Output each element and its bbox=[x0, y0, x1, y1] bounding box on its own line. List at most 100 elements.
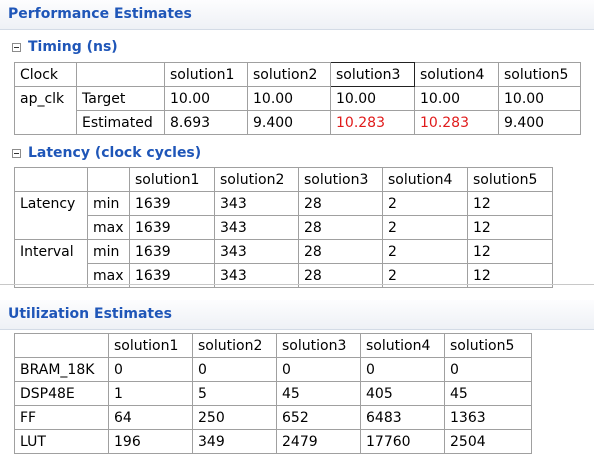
table-cell: 1 bbox=[108, 381, 193, 406]
table-cell: 196 bbox=[108, 429, 193, 454]
table-row: FF 64 250 652 6483 1363 bbox=[14, 405, 532, 430]
table-cell: 12 bbox=[467, 215, 553, 240]
utilization-header-row: solution1 solution2 solution3 solution4 … bbox=[14, 333, 532, 358]
table-cell: 1639 bbox=[129, 263, 215, 288]
table-row: BRAM_18K 0 0 0 0 0 bbox=[14, 357, 532, 382]
timing-table: Clock solution1 solution2 solution3 solu… bbox=[14, 62, 581, 135]
table-row: Interval min 1639 343 28 2 12 bbox=[14, 239, 553, 264]
collapse-toggle-icon[interactable] bbox=[12, 149, 21, 158]
header-cell bbox=[76, 62, 165, 87]
table-cell: 2479 bbox=[276, 429, 361, 454]
table-row: DSP48E 1 5 45 405 45 bbox=[14, 381, 532, 406]
table-cell: 2 bbox=[382, 191, 468, 216]
table-cell: 343 bbox=[214, 191, 299, 216]
table-cell: 17760 bbox=[360, 429, 445, 454]
timing-row-estimated: Estimated 8.693 9.400 10.283 10.283 9.40… bbox=[14, 110, 581, 135]
header-cell: solution5 bbox=[444, 333, 532, 358]
row-label: Estimated bbox=[76, 110, 165, 135]
table-cell: 10.00 bbox=[414, 86, 499, 111]
table-cell: 10.00 bbox=[164, 86, 248, 111]
timing-title: Timing (ns) bbox=[28, 39, 118, 55]
table-cell: 45 bbox=[276, 381, 361, 406]
row-label: max bbox=[87, 215, 130, 240]
header-cell-selected[interactable]: solution3 bbox=[330, 62, 415, 87]
table-cell: 12 bbox=[467, 263, 553, 288]
table-cell: 1639 bbox=[129, 191, 215, 216]
row-label: max bbox=[87, 263, 130, 288]
table-cell: 28 bbox=[298, 215, 383, 240]
row-label: LUT bbox=[14, 429, 109, 454]
timing-row-target: ap_clk Target 10.00 10.00 10.00 10.00 10… bbox=[14, 86, 581, 111]
clock-name: ap_clk bbox=[14, 86, 77, 111]
table-cell: 250 bbox=[192, 405, 277, 430]
header-cell: solution5 bbox=[467, 167, 553, 192]
table-cell: 1363 bbox=[444, 405, 532, 430]
table-cell-empty bbox=[14, 215, 88, 240]
row-label: min bbox=[87, 191, 130, 216]
table-cell: 343 bbox=[214, 215, 299, 240]
table-cell: 2 bbox=[382, 239, 468, 264]
header-cell bbox=[87, 167, 130, 192]
table-cell: 10.00 bbox=[498, 86, 581, 111]
table-cell: 1639 bbox=[129, 215, 215, 240]
group-label: Latency bbox=[14, 191, 88, 216]
table-cell: 10.00 bbox=[247, 86, 331, 111]
latency-table: solution1 solution2 solution3 solution4 … bbox=[14, 167, 553, 288]
row-label: BRAM_18K bbox=[14, 357, 109, 382]
table-cell: 652 bbox=[276, 405, 361, 430]
table-cell: 12 bbox=[467, 239, 553, 264]
row-label: min bbox=[87, 239, 130, 264]
header-cell: solution1 bbox=[108, 333, 193, 358]
header-cell: solution4 bbox=[360, 333, 445, 358]
table-cell: 2 bbox=[382, 215, 468, 240]
header-cell: solution3 bbox=[298, 167, 383, 192]
table-cell-empty bbox=[14, 263, 88, 288]
table-cell: 9.400 bbox=[498, 110, 581, 135]
table-cell: 349 bbox=[192, 429, 277, 454]
table-cell: 8.693 bbox=[164, 110, 248, 135]
table-cell: 64 bbox=[108, 405, 193, 430]
timing-header-row: Clock solution1 solution2 solution3 solu… bbox=[14, 62, 581, 87]
table-cell: 343 bbox=[214, 263, 299, 288]
header-cell: solution2 bbox=[214, 167, 299, 192]
table-cell: 10.00 bbox=[330, 86, 415, 111]
table-cell: 405 bbox=[360, 381, 445, 406]
performance-estimates-header: Performance Estimates bbox=[0, 0, 594, 30]
header-cell: solution3 bbox=[276, 333, 361, 358]
table-cell: 1639 bbox=[129, 239, 215, 264]
header-cell: solution2 bbox=[192, 333, 277, 358]
table-cell: 28 bbox=[298, 239, 383, 264]
collapse-toggle-icon[interactable] bbox=[12, 43, 21, 52]
table-cell: 2 bbox=[382, 263, 468, 288]
table-cell: 0 bbox=[192, 357, 277, 382]
performance-estimates-title: Performance Estimates bbox=[8, 6, 192, 22]
row-label: Target bbox=[76, 86, 165, 111]
table-row: max 1639 343 28 2 12 bbox=[14, 215, 553, 240]
utilization-estimates-title: Utilization Estimates bbox=[8, 306, 172, 322]
table-cell: 12 bbox=[467, 191, 553, 216]
header-cell bbox=[14, 167, 88, 192]
latency-header-row: solution1 solution2 solution3 solution4 … bbox=[14, 167, 553, 192]
table-cell-empty bbox=[14, 110, 77, 135]
table-cell: 28 bbox=[298, 263, 383, 288]
section-divider bbox=[0, 284, 594, 285]
header-cell bbox=[14, 333, 109, 358]
header-cell: solution4 bbox=[382, 167, 468, 192]
table-row: Latency min 1639 343 28 2 12 bbox=[14, 191, 553, 216]
row-label: FF bbox=[14, 405, 109, 430]
header-cell: Clock bbox=[14, 62, 77, 87]
header-cell: solution1 bbox=[164, 62, 248, 87]
table-cell: 6483 bbox=[360, 405, 445, 430]
table-cell: 2504 bbox=[444, 429, 532, 454]
table-cell: 0 bbox=[276, 357, 361, 382]
table-cell: 28 bbox=[298, 191, 383, 216]
utilization-estimates-header: Utilization Estimates bbox=[0, 300, 594, 330]
table-cell: 343 bbox=[214, 239, 299, 264]
table-cell: 0 bbox=[108, 357, 193, 382]
group-label: Interval bbox=[14, 239, 88, 264]
table-cell: 45 bbox=[444, 381, 532, 406]
header-cell: solution5 bbox=[498, 62, 581, 87]
table-cell: 0 bbox=[360, 357, 445, 382]
row-label: DSP48E bbox=[14, 381, 109, 406]
utilization-table: solution1 solution2 solution3 solution4 … bbox=[14, 333, 532, 454]
